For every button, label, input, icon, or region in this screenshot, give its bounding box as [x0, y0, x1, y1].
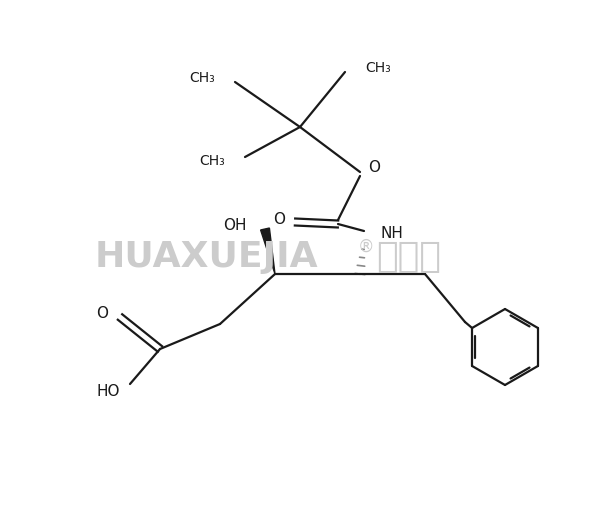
Text: CH₃: CH₃: [365, 61, 390, 75]
Polygon shape: [261, 228, 275, 274]
Text: ®: ®: [358, 238, 375, 256]
Text: CH₃: CH₃: [199, 154, 225, 168]
Text: O: O: [96, 305, 108, 320]
Text: O: O: [273, 212, 285, 228]
Text: HO: HO: [96, 385, 120, 400]
Text: O: O: [368, 161, 380, 176]
Text: OH: OH: [224, 218, 247, 232]
Text: NH: NH: [380, 227, 403, 242]
Text: CH₃: CH₃: [189, 71, 215, 85]
Text: 化学加: 化学加: [376, 240, 441, 274]
Text: HUAXUEJIA: HUAXUEJIA: [95, 240, 319, 274]
